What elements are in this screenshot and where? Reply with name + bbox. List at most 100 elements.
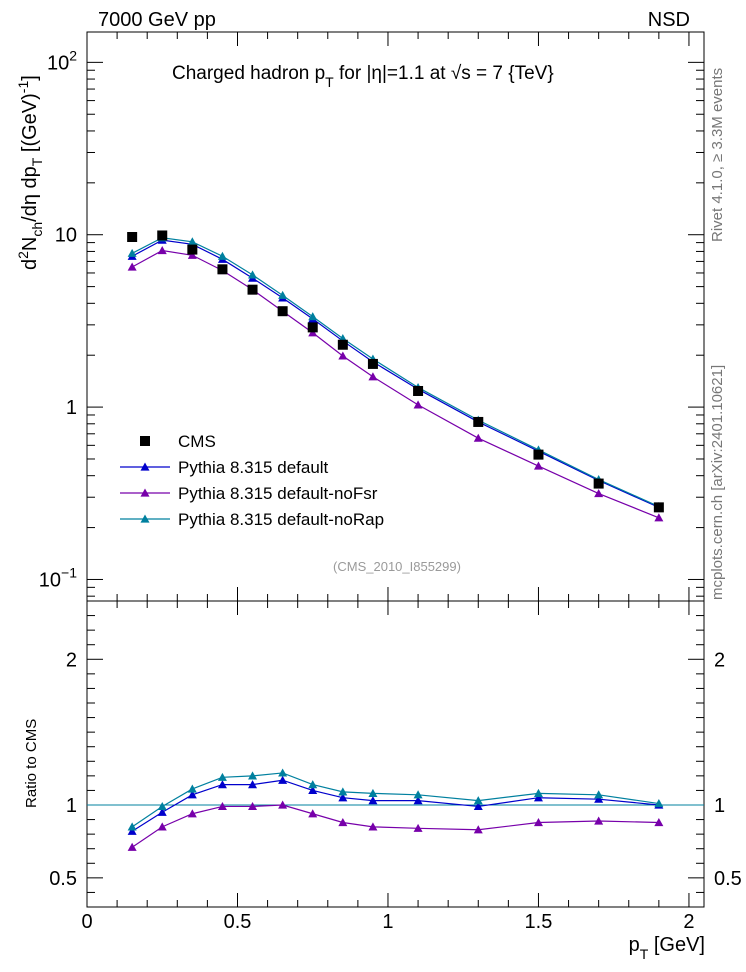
main-point-data: [473, 416, 484, 427]
xlabel-T: T: [640, 946, 649, 962]
ratio-point-noFsr: [338, 817, 348, 827]
ratio-point-default: [187, 790, 197, 799]
main-point-noRap: [308, 312, 318, 321]
ratio-point-noRap: [368, 788, 378, 797]
ratio-point-noRap: [278, 768, 288, 777]
main-point-data: [533, 449, 544, 460]
main-point-data: [307, 322, 318, 333]
ratio-point-noFsr: [533, 817, 543, 827]
x-tick-label: 2: [683, 911, 694, 933]
y-tick-exp: −1: [61, 564, 77, 580]
legend-label-data: CMS: [178, 432, 216, 451]
ratio-line-noFsr: [131, 804, 659, 848]
legend-marker-noFsr: [140, 488, 150, 497]
ratio-point-noRap: [413, 790, 423, 799]
main-point-data: [187, 244, 198, 255]
ylabel-sup2: 2: [15, 251, 31, 259]
title-text-1: Charged hadron p: [172, 63, 325, 84]
legend-label-noFsr: Pythia 8.315 default-noFsr: [178, 484, 378, 503]
main-point-noFsr: [473, 433, 483, 442]
ratio-point-noRap: [187, 784, 197, 793]
ratio-point-noFsr: [187, 809, 197, 818]
main-point-data: [217, 264, 228, 275]
ratio-point-noRap: [127, 822, 137, 831]
main-point-data: [247, 284, 258, 295]
ratio-point-noFsr: [368, 822, 378, 831]
ratio-point-default: [473, 801, 483, 811]
ratio-point-noFsr: [308, 809, 318, 818]
ratio-point-default: [308, 785, 318, 795]
y-tick-label-ratio-right: 2: [714, 649, 725, 671]
ratio-point-default: [157, 807, 167, 816]
ratio-y-label: Ratio to CMS: [23, 719, 40, 808]
main-point-noFsr: [157, 245, 167, 255]
main-point-noFsr: [187, 250, 197, 259]
main-point-data: [413, 385, 424, 396]
main-line-default: [131, 239, 660, 508]
ratio-point-noFsr: [127, 842, 137, 851]
main-point-noFsr: [368, 372, 378, 381]
main-point-data: [593, 478, 604, 489]
rivet-label: Rivet 4.1.0, ≥ 3.3M events: [709, 68, 726, 242]
legend: CMS Pythia 8.315 default Pythia 8.315 defa…: [120, 432, 384, 529]
ratio-point-noRap: [594, 790, 604, 799]
main-line-noFsr: [131, 249, 660, 519]
x-tick-label: 1.5: [525, 911, 553, 933]
xlabel-p: p: [629, 934, 640, 956]
legend-marker-data: [140, 436, 150, 446]
y-tick-base: 10: [55, 225, 77, 247]
main-point-noFsr: [654, 513, 664, 522]
y-tick-base: 10: [39, 569, 61, 591]
xlabel-unit: [GeV]: [648, 934, 705, 956]
ratio-point-default: [338, 793, 348, 802]
ratio-panel-frame: [86, 600, 705, 908]
y-tick-label-ratio-right: 0.5: [714, 868, 742, 890]
legend-label-default: Pythia 8.315 default: [178, 458, 329, 477]
ratio-point-default: [248, 780, 258, 789]
main-point-data: [337, 339, 348, 350]
y-tick-label-main: 102: [47, 47, 77, 74]
main-point-noRap: [217, 251, 227, 260]
ylabel-gev: [(GeV): [19, 93, 41, 157]
analysis-watermark: (CMS_2010_I855299): [333, 559, 461, 574]
title-text-2: for |η|=1.1 at: [334, 63, 451, 84]
mcplots-label: mcplots.cern.ch [arXiv:2401.10621]: [709, 365, 726, 600]
main-point-noRap: [127, 248, 137, 257]
ratio-point-default: [127, 826, 137, 835]
ratio-point-noRap: [338, 787, 348, 796]
main-point-data: [157, 230, 168, 241]
header-right: NSD: [648, 9, 690, 31]
ylabel-d: d: [19, 259, 41, 270]
main-point-noFsr: [127, 262, 137, 271]
ylabel-close: ]: [19, 75, 41, 81]
x-tick-label: 1: [382, 911, 393, 933]
ratio-point-noRap: [217, 772, 227, 781]
main-point-noRap: [278, 290, 288, 299]
legend-marker-default: [140, 462, 150, 471]
ylabel-ch: ch: [29, 222, 45, 237]
title-text-3: s = 7 {TeV}: [461, 63, 553, 84]
main-point-data: [367, 358, 378, 369]
y-tick-base: 10: [47, 52, 69, 74]
y-tick-label-main: 10−1: [39, 564, 77, 591]
ratio-point-default: [594, 794, 604, 803]
main-point-noRap: [248, 270, 258, 279]
x-axis-label: pT [GeV]: [629, 934, 705, 962]
ratio-point-default: [217, 780, 227, 789]
axis-ticks: [86, 32, 704, 907]
main-point-noFsr: [338, 351, 348, 360]
ratio-line-default: [131, 779, 659, 832]
ratio-point-default: [278, 775, 288, 784]
ratio-point-noFsr: [473, 825, 483, 834]
ratio-point-noRap: [248, 771, 258, 780]
ratio-point-noRap: [654, 799, 664, 808]
legend-label-noRap: Pythia 8.315 default-noRap: [178, 510, 384, 529]
main-point-noFsr: [533, 461, 543, 470]
ratio-point-default: [533, 793, 543, 802]
main-y-label: d2Nch/dη dpT [(GeV)-1]: [15, 75, 45, 270]
y-tick-exp: 2: [69, 47, 77, 63]
title-sub-1: T: [325, 74, 334, 90]
header-left: 7000 GeV pp: [98, 9, 216, 31]
